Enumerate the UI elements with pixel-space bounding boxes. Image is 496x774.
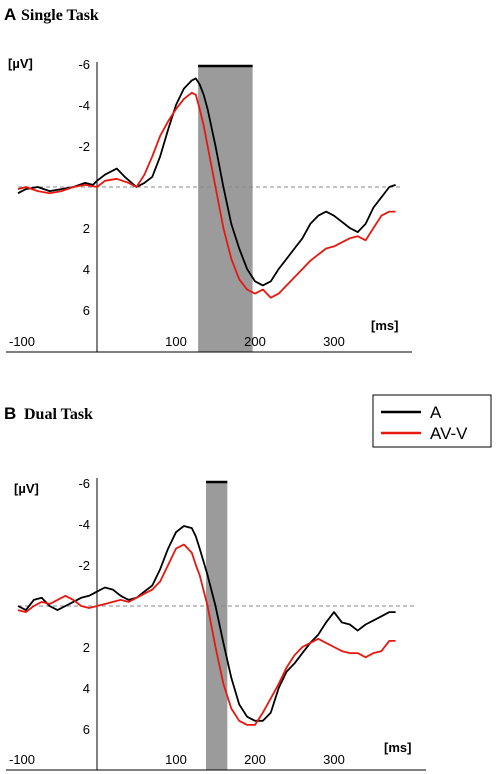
panel-b-x-tick-label: 200	[244, 752, 266, 767]
panel-b-letter: B	[4, 404, 16, 423]
panel-a-letter: A	[4, 5, 16, 24]
panel-a-series-a	[17, 77, 396, 287]
panel-b-y-tick-label: 4	[83, 681, 90, 696]
panel-a-y-tick-label: -6	[78, 57, 90, 72]
panel-a-x-tick-label: 100	[165, 334, 187, 349]
panel-a-y-tick-label: 2	[83, 221, 90, 236]
panel-a-x-tick-label: -100	[9, 334, 35, 349]
panel-b-series-a	[17, 525, 396, 722]
panel-a-single-task: A Single Task [µV] [ms] -6 -4 -2 2 4 6 -100 100…	[4, 5, 412, 353]
panel-a-y-tick-label: 4	[83, 262, 90, 277]
panel-a-x-tick-label: 300	[323, 334, 345, 349]
panel-a-series-av-v	[17, 91, 396, 299]
legend: A AV-V	[372, 394, 492, 448]
panel-b-series-av-v	[17, 543, 396, 726]
panel-b-y-tick-label: -6	[78, 476, 90, 491]
legend-box	[372, 394, 492, 448]
panel-a-x-unit: [ms]	[371, 318, 398, 333]
panel-b-x-unit: [ms]	[384, 740, 411, 755]
panel-b-plot-area: -6 -4 -2 2 4 6 -100 100 200 300	[6, 476, 426, 771]
panel-a-y-tick-label: -4	[78, 98, 90, 113]
panel-b-x-tick-label: 300	[323, 752, 345, 767]
panel-b-y-unit: [µV]	[14, 481, 39, 496]
panel-b-analysis-window	[206, 482, 228, 770]
panel-a-y-unit: [µV]	[8, 56, 33, 71]
panel-b-dual-task: B Dual Task [µV] [ms] -6 -4 -2 2 4 6 -100 100 20…	[4, 404, 426, 771]
panel-a-analysis-window	[198, 66, 253, 352]
panel-b-y-tick-label: -4	[78, 517, 90, 532]
panel-b-x-tick-label: -100	[9, 752, 35, 767]
legend-label-av-v: AV-V	[430, 424, 468, 443]
panel-b-y-tick-label: -2	[78, 558, 90, 573]
legend-label-a: A	[430, 403, 442, 422]
panel-a-y-tick-label: 6	[83, 303, 90, 318]
panel-b-y-tick-label: 6	[83, 722, 90, 737]
panel-b-title: Dual Task	[24, 406, 93, 423]
panel-b-y-tick-label: 2	[83, 640, 90, 655]
panel-a-plot-area: -6 -4 -2 2 4 6 -100 100 200 300	[6, 57, 412, 353]
panel-a-x-tick-label: 200	[244, 334, 266, 349]
panel-a-title: Single Task	[21, 7, 99, 24]
panel-b-x-tick-label: 100	[165, 752, 187, 767]
panel-a-y-tick-label: -2	[78, 139, 90, 154]
